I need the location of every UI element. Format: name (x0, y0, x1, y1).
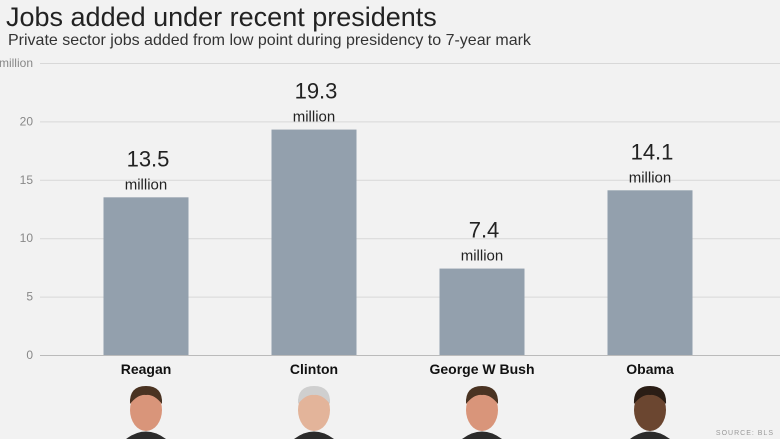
y-tick-label: 0 (26, 348, 33, 362)
bar (271, 129, 357, 355)
data-unit-label: million (629, 169, 672, 186)
data-label: 7.4 (469, 218, 500, 243)
y-tick-label: 20 (20, 114, 34, 128)
x-tick-label: Reagan (121, 361, 172, 377)
data-unit-label: million (293, 109, 336, 126)
data-unit-label: million (125, 176, 168, 193)
y-tick-label: 15 (20, 173, 34, 187)
bar (103, 197, 189, 355)
x-tick-label: Obama (626, 361, 674, 377)
bar (439, 268, 525, 355)
data-label: 13.5 (127, 146, 170, 171)
data-label: 14.1 (631, 139, 674, 164)
president-portrait-icon (126, 386, 166, 439)
x-tick-label: George W Bush (429, 361, 534, 377)
x-tick-label: Clinton (290, 361, 338, 377)
source-note: SOURCE: BLS (715, 430, 774, 437)
chart-subtitle: Private sector jobs added from low point… (8, 32, 531, 49)
bar (607, 190, 693, 355)
y-tick-label: 10 (20, 231, 34, 245)
chart-title: Jobs added under recent presidents (6, 2, 437, 32)
president-portrait-icon (630, 386, 670, 439)
president-portrait-icon (462, 386, 502, 439)
data-unit-label: million (461, 248, 504, 265)
y-tick-label: 25 million (0, 56, 33, 70)
y-tick-label: 5 (26, 290, 33, 304)
data-label: 19.3 (295, 79, 338, 104)
president-portrait-icon (294, 386, 334, 439)
